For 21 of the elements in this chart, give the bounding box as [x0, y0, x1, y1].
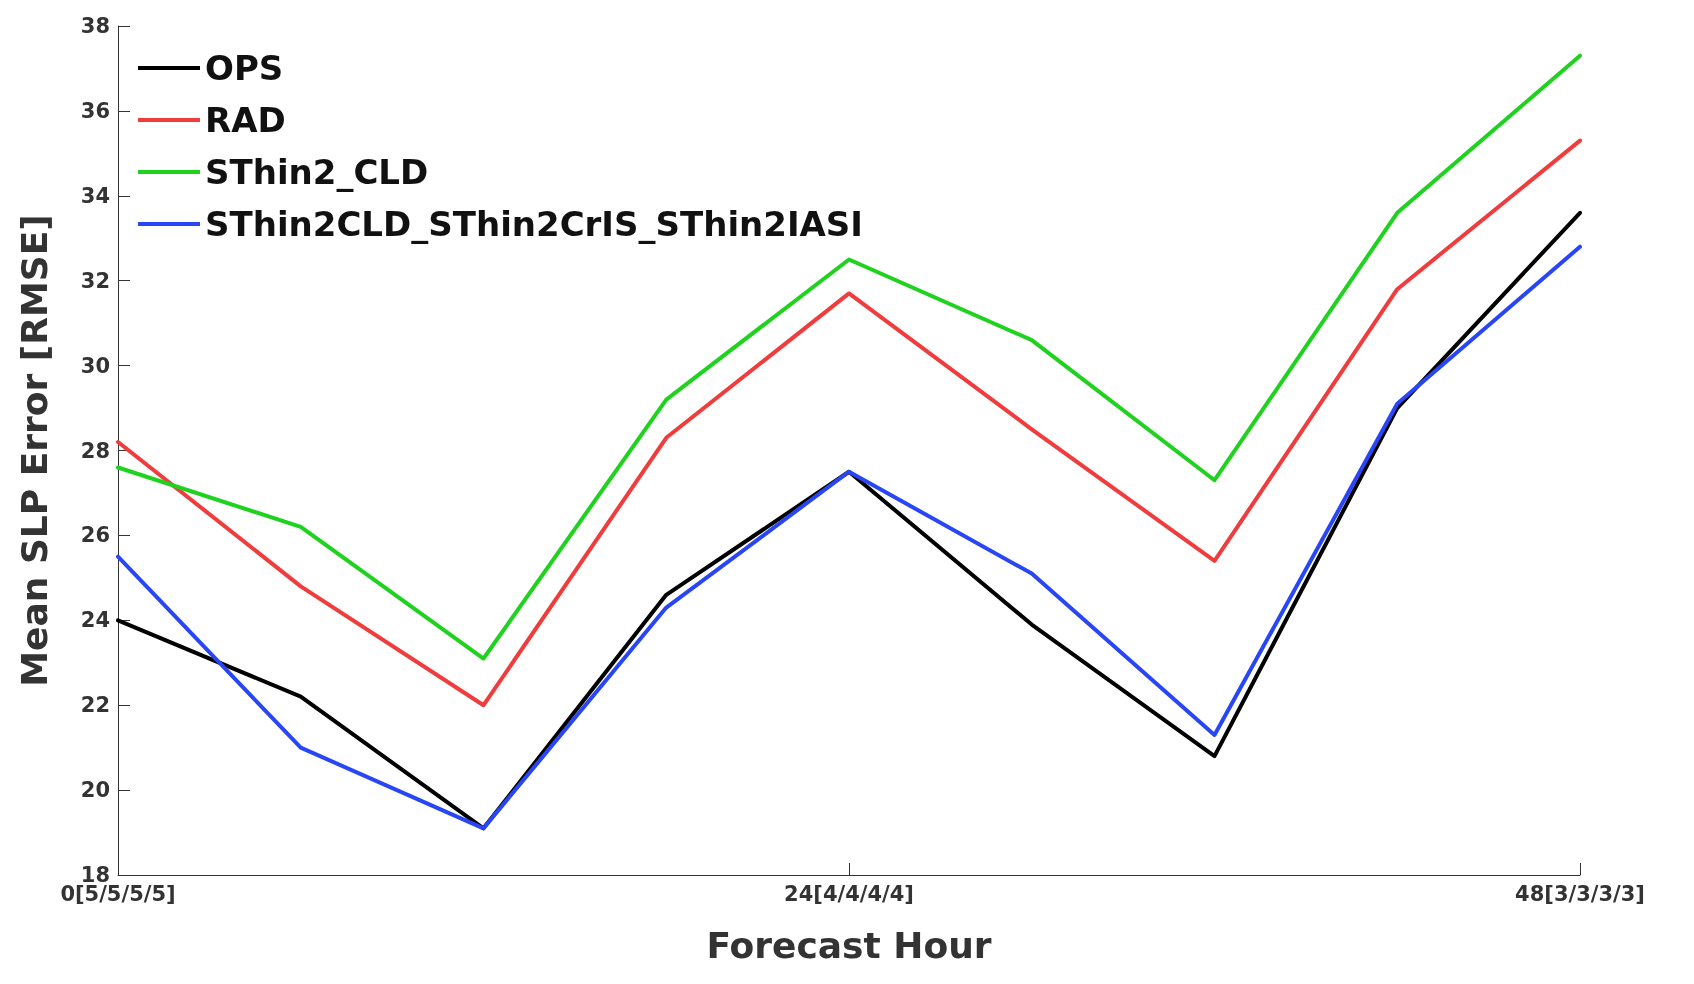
x-axis-title: Forecast Hour [706, 924, 992, 966]
legend-label: RAD [205, 100, 286, 140]
y-tick-label: 30 [80, 353, 110, 378]
legend-label: OPS [205, 48, 284, 88]
line-series [116, 138, 1582, 708]
y-tick-label: 34 [80, 183, 110, 208]
x-tick-label: 0[5/5/5/5] [60, 881, 176, 906]
y-tick-label: 26 [80, 523, 110, 548]
y-tick-label: 20 [80, 778, 110, 803]
x-tick-label: 24[4/4/4/4] [784, 881, 914, 906]
line-series [116, 53, 1582, 661]
y-tick-label: 32 [80, 268, 110, 293]
y-tick-label: 22 [80, 693, 110, 718]
y-tick-label: 36 [80, 98, 110, 123]
x-tick-label: 48[3/3/3/3] [1515, 881, 1645, 906]
y-axis-title: Mean SLP Error [RMSE] [13, 214, 55, 687]
y-tick-label: 24 [80, 608, 110, 633]
y-tick-label: 28 [80, 438, 110, 463]
legend-label: SThin2_CLD [205, 152, 429, 192]
legend-label: SThin2CLD_SThin2CrIS_SThin2IASI [205, 204, 864, 244]
y-tick-label: 38 [80, 14, 110, 38]
